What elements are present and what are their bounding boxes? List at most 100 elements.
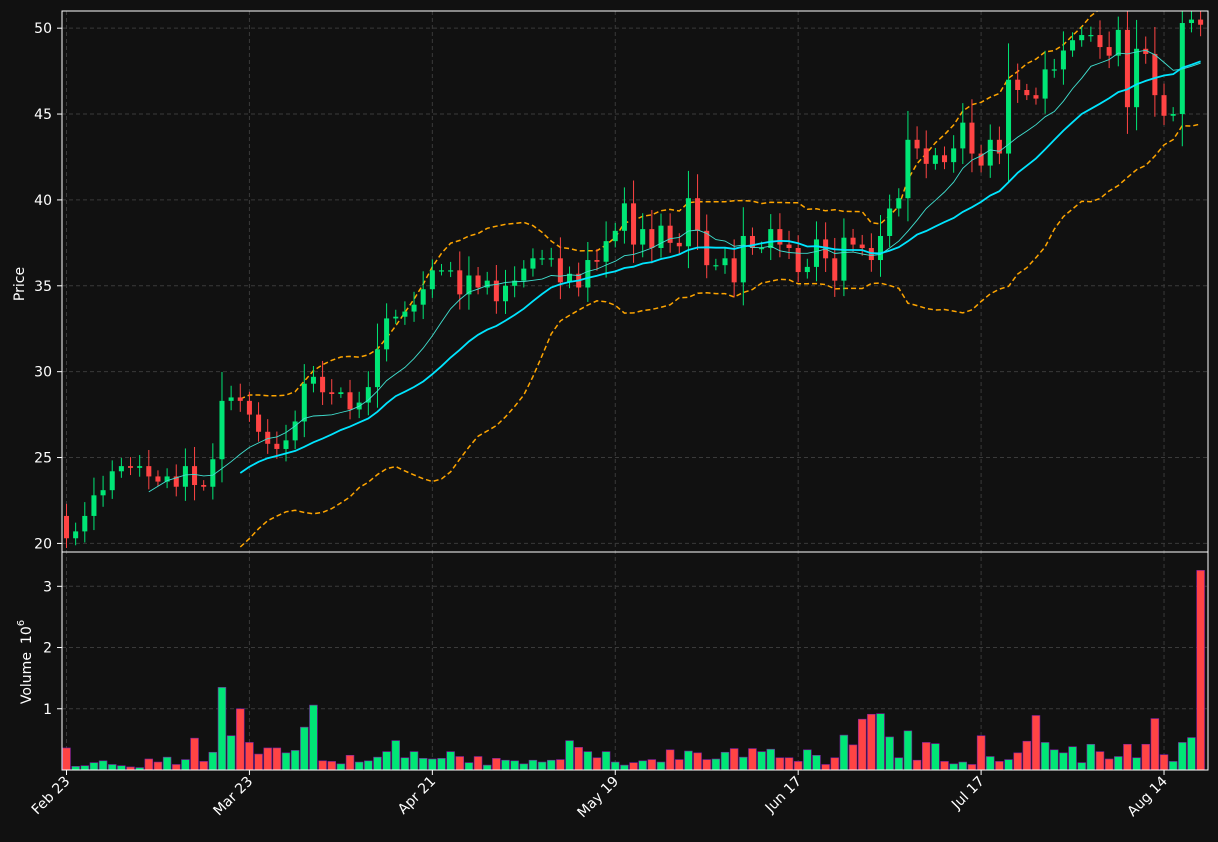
candle-body (960, 122, 966, 149)
candle-body (841, 237, 847, 281)
bollinger-lower-band (239, 123, 1201, 548)
volume-bar (1123, 743, 1132, 771)
candle-body (1024, 90, 1030, 96)
volume-bar (1013, 752, 1022, 771)
candle-body (164, 476, 170, 482)
grid-lines (62, 11, 1208, 770)
volume-bar (501, 759, 510, 771)
candle-body (210, 459, 216, 487)
volume-bar (665, 749, 675, 771)
candle-body (631, 203, 637, 245)
volume-tick-label: 3 (43, 579, 52, 595)
candle-body (676, 242, 682, 247)
candle-body (987, 139, 993, 166)
volume-bar (903, 730, 913, 771)
candle-body (887, 208, 893, 236)
volume-bar (153, 761, 163, 771)
volume-axis-label-text: Volume (19, 652, 35, 704)
volume-bar (894, 757, 904, 771)
volume-bar (144, 758, 154, 771)
candle-body (274, 443, 280, 449)
candle-body (438, 270, 445, 272)
candle-body (530, 258, 536, 269)
volume-bar (281, 752, 291, 771)
volume-tick-label: 2 (43, 641, 52, 657)
volume-bar (766, 748, 775, 771)
candle-body (402, 311, 408, 317)
volume-bar (98, 760, 108, 771)
volume-bar (537, 761, 547, 771)
candle-body (942, 155, 948, 163)
volume-bar (217, 687, 227, 771)
volume-bar (208, 751, 218, 771)
volume-bar (1050, 749, 1059, 771)
candle-body (640, 229, 646, 245)
candle-body (539, 258, 545, 260)
candle-body (1106, 47, 1112, 56)
candle-body (923, 148, 929, 164)
candle-body (740, 235, 746, 283)
volume-bar (382, 751, 391, 771)
candle-body (905, 139, 911, 199)
price-tick-label: 30 (34, 365, 52, 381)
volume-bar (437, 758, 446, 771)
volume-bar (958, 761, 968, 771)
candle-body (567, 273, 573, 283)
candle-body (338, 392, 344, 394)
candle-body (859, 244, 865, 249)
price-axis-label: Price (12, 267, 28, 301)
candle-body (63, 515, 70, 539)
volume-bar (236, 708, 245, 771)
volume-bar (986, 756, 995, 771)
volume-bar (748, 748, 757, 771)
volume-bar (793, 761, 803, 771)
volume-exponent-power: 6 (16, 620, 27, 626)
volume-bar (629, 762, 638, 771)
candle-body (713, 265, 719, 267)
volume-bar (71, 766, 80, 771)
candle-body (1152, 53, 1158, 96)
volume-bar (492, 758, 501, 771)
volume-bar (1168, 761, 1178, 771)
candle-body (1088, 35, 1094, 37)
candle-body (759, 248, 765, 250)
moving-average-slow (239, 60, 1201, 474)
volume-bar (409, 751, 419, 771)
candle-body (1161, 95, 1167, 116)
volume-bar (876, 713, 885, 771)
candle-body (1042, 69, 1048, 99)
candle-body (146, 466, 152, 477)
volume-bar (693, 752, 702, 771)
volume-bar (775, 757, 785, 771)
candle-body (658, 225, 664, 249)
candle-body (201, 485, 207, 487)
candle-body (1097, 35, 1103, 48)
volume-bar (162, 756, 172, 771)
candle-body (1015, 79, 1021, 91)
candle-body (237, 397, 243, 401)
volume-bar (510, 760, 519, 771)
candle-body (256, 414, 262, 432)
candle-body (978, 153, 984, 166)
volume-tick-label: 1 (43, 702, 52, 718)
volume-bar (1086, 743, 1096, 771)
candle-body (795, 248, 801, 273)
candle-body (813, 239, 819, 267)
bollinger-bands (239, 11, 1201, 548)
volume-axis-label: Volume 106 (16, 620, 35, 704)
volume-bar (583, 751, 593, 771)
candle-body (173, 476, 179, 487)
volume-bar (949, 763, 958, 771)
volume-bar (857, 718, 867, 771)
candle-body (91, 495, 97, 516)
volume-bar (62, 747, 71, 771)
candle-body (777, 229, 783, 245)
volume-bar (181, 759, 190, 771)
volume-bar (647, 759, 657, 771)
volume-bar (1068, 746, 1077, 771)
candle-body (82, 515, 88, 532)
candle-body (932, 155, 938, 164)
volume-bar (620, 764, 629, 771)
candle-body (548, 258, 554, 260)
